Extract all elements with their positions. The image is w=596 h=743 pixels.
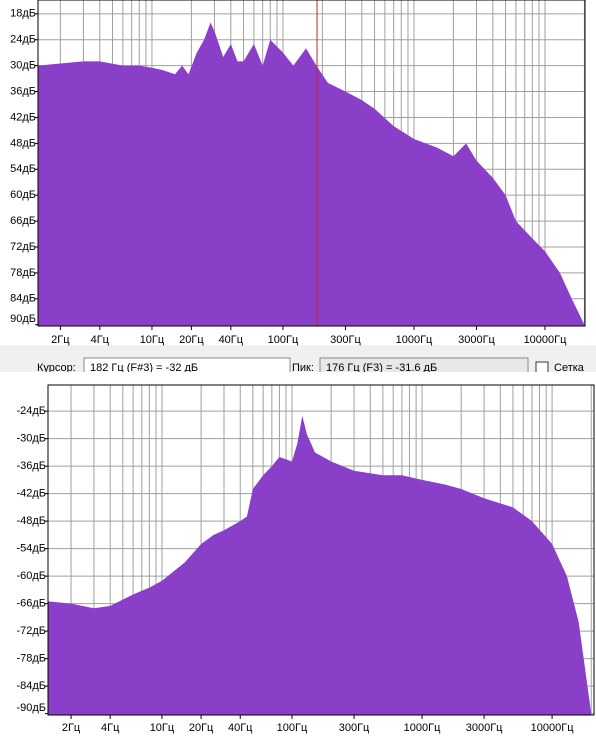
y-tick-label: 36дБ	[10, 85, 36, 97]
y-tick-label: 48дБ	[10, 137, 36, 149]
x-tick-label: 1000Гц	[396, 334, 433, 346]
x-tick-label: 10000Гц	[524, 334, 568, 346]
plot-border	[47, 384, 595, 716]
y-tick-label: 24дБ	[10, 34, 36, 46]
y-tick-label: -60дБ	[16, 570, 46, 582]
x-tick-label: 300Гц	[330, 334, 361, 346]
spectrum-area	[48, 415, 592, 715]
x-tick-label: 300Гц	[339, 722, 370, 734]
y-tick-label: -84дБ	[16, 680, 46, 692]
y-tick-label: 72дБ	[10, 241, 36, 253]
y-tick-label: 42дБ	[10, 111, 36, 123]
cursor-label: Курсор:	[37, 362, 76, 374]
peak-label: Пик:	[292, 362, 314, 374]
peak-box	[319, 357, 529, 372]
x-tick-label: 40Гц	[228, 722, 253, 734]
y-tick-label: -24дБ	[16, 405, 46, 417]
y-tick-label: -48дБ	[16, 515, 46, 527]
x-tick-label: 10Гц	[150, 722, 175, 734]
y-tick-label: 18дБ	[10, 8, 36, 20]
y-tick-label: -36дБ	[16, 460, 46, 472]
y-tick-label: -30дБ	[16, 433, 46, 445]
y-tick-label: 60дБ	[10, 189, 36, 201]
x-tick-label: 20Гц	[189, 722, 214, 734]
y-tick-label: 66дБ	[10, 215, 36, 227]
x-tick-label: 20Гц	[179, 334, 204, 346]
x-tick-label: 3000Гц	[466, 722, 503, 734]
x-tick-label: 2Гц	[62, 722, 81, 734]
y-tick-label: -72дБ	[16, 625, 46, 637]
peak-value: 176 Гц (F3) = -31.6 дБ	[326, 362, 437, 374]
y-tick-label: 78дБ	[10, 267, 36, 279]
y-tick-label: -78дБ	[16, 653, 46, 665]
x-tick-label: 100Гц	[277, 722, 308, 734]
x-tick-label: 4Гц	[101, 722, 120, 734]
plot-border	[37, 0, 586, 327]
y-tick-label: 84дБ	[10, 293, 36, 305]
x-tick-label: 4Гц	[91, 334, 110, 346]
grid-label: Сетка	[554, 362, 585, 374]
x-tick-label: 100Гц	[268, 334, 299, 346]
y-tick-label: 90дБ	[10, 313, 36, 325]
x-tick-label: 10Гц	[140, 334, 165, 346]
y-tick-label: -54дБ	[16, 543, 46, 555]
x-tick-label: 40Гц	[219, 334, 244, 346]
x-tick-label: 10000Гц	[531, 722, 575, 734]
y-tick-label: 54дБ	[10, 163, 36, 175]
y-tick-label: -42дБ	[16, 488, 46, 500]
x-tick-label: 3000Гц	[458, 334, 495, 346]
y-tick-label: -90дБ	[16, 702, 46, 714]
spectrum-area	[38, 22, 585, 327]
cursor-box	[83, 357, 291, 372]
x-tick-label: 1000Гц	[404, 722, 441, 734]
cursor-value: 182 Гц (F#3) = -32 дБ	[90, 362, 198, 374]
y-tick-label: 30дБ	[10, 60, 36, 72]
grid-checkbox[interactable]	[535, 361, 549, 374]
x-tick-label: 2Гц	[51, 334, 70, 346]
y-tick-label: -66дБ	[16, 598, 46, 610]
